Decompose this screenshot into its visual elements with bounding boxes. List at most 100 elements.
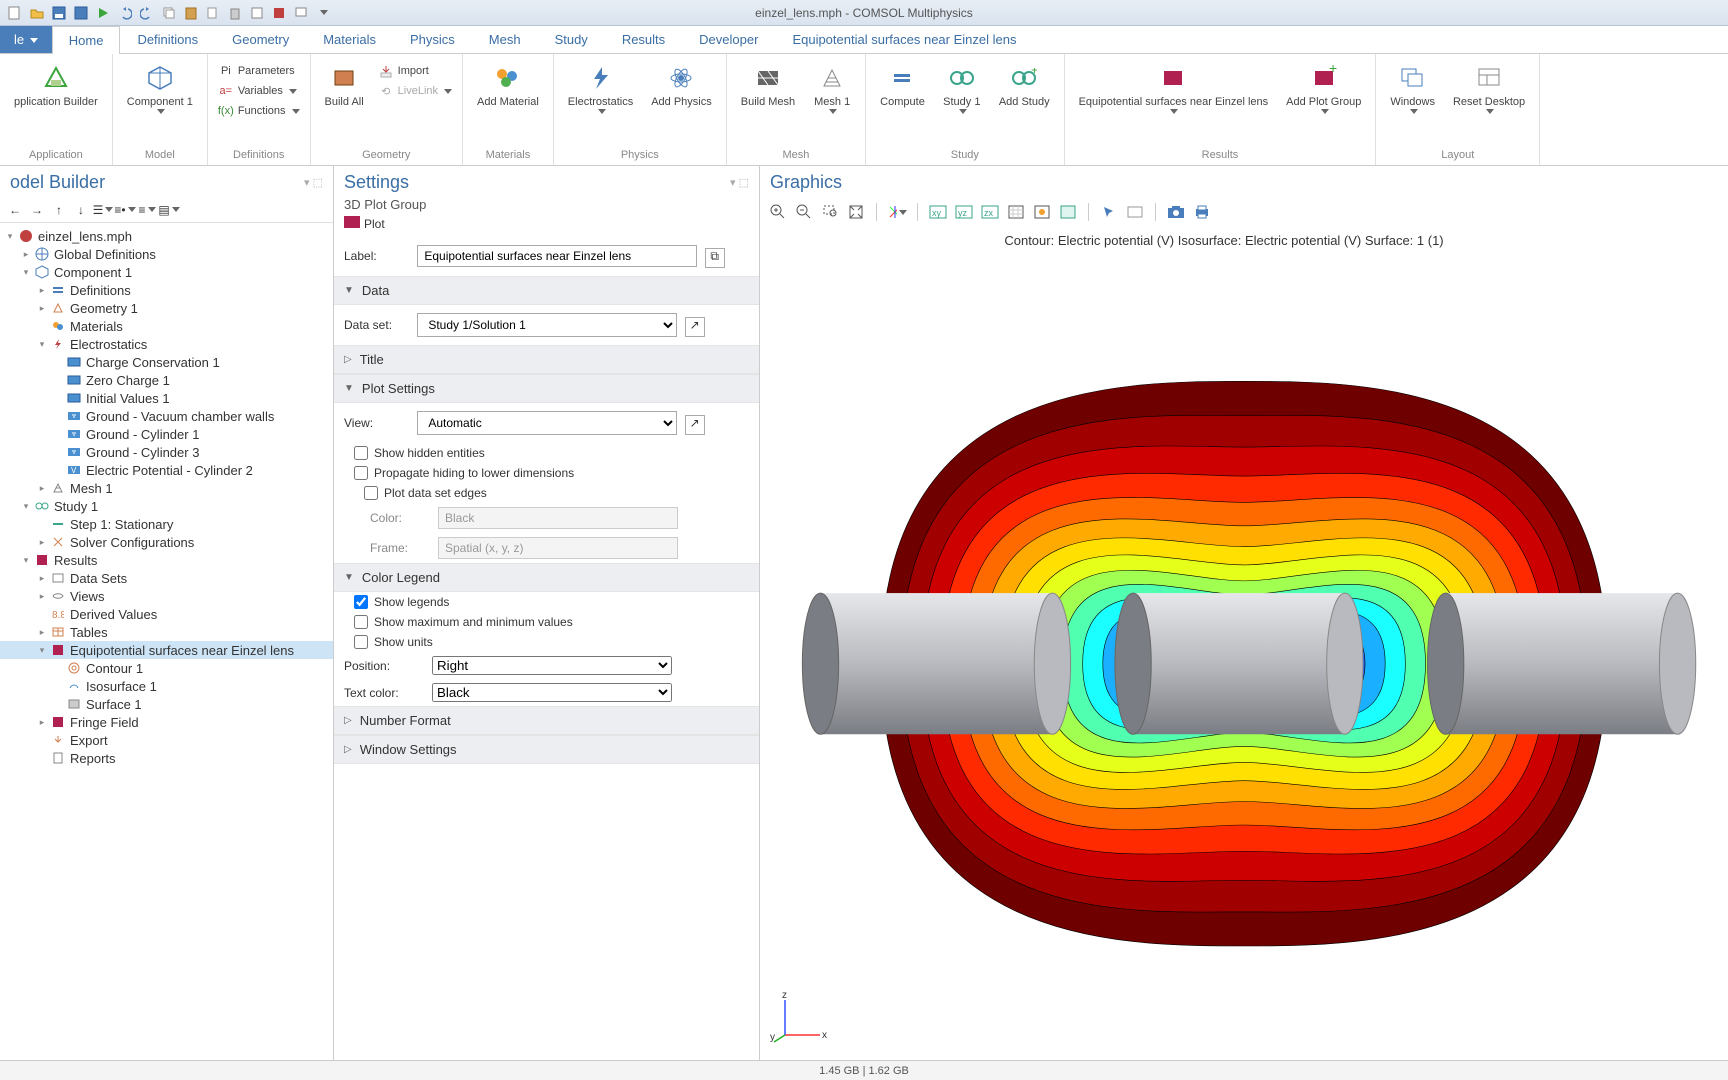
- show-maxmin-checkbox[interactable]: [354, 615, 368, 629]
- tree-node[interactable]: ▸Definitions: [0, 281, 333, 299]
- tree-up-icon[interactable]: ↑: [50, 201, 68, 219]
- qat-undo-icon[interactable]: [116, 4, 134, 22]
- tree-node[interactable]: Zero Charge 1: [0, 371, 333, 389]
- show-hidden-checkbox[interactable]: [354, 446, 368, 460]
- view-zx-icon[interactable]: zx: [980, 202, 1000, 222]
- windows-button[interactable]: Windows: [1384, 58, 1441, 118]
- tree-node[interactable]: Initial Values 1: [0, 389, 333, 407]
- build-all-button[interactable]: Build All: [319, 58, 370, 113]
- tab-study[interactable]: Study: [538, 25, 605, 53]
- component-button[interactable]: Component 1: [121, 58, 199, 118]
- add-study-button[interactable]: +Add Study: [993, 58, 1056, 113]
- tree-node[interactable]: ▸Fringe Field: [0, 713, 333, 731]
- tree-filter-icon[interactable]: ▤: [160, 201, 178, 219]
- zoom-out-icon[interactable]: [794, 202, 814, 222]
- plot-button[interactable]: Plot: [344, 216, 385, 231]
- dataset-goto-icon[interactable]: ↗: [685, 317, 705, 337]
- qat-open-icon[interactable]: [28, 4, 46, 22]
- variables-button[interactable]: a=Variables: [216, 82, 302, 100]
- tree-node[interactable]: ▸Geometry 1: [0, 299, 333, 317]
- label-link-icon[interactable]: ⧉: [705, 248, 725, 268]
- tab-materials[interactable]: Materials: [306, 25, 393, 53]
- tree-node[interactable]: Isosurface 1: [0, 677, 333, 695]
- graphics-canvas[interactable]: Contour: Electric potential (V) Isosurfa…: [760, 227, 1728, 1060]
- tree-node[interactable]: ▾einzel_lens.mph: [0, 227, 333, 245]
- tree-node[interactable]: 8.85Derived Values: [0, 605, 333, 623]
- tree-node[interactable]: ▾Equipotential surfaces near Einzel lens: [0, 641, 333, 659]
- tree-node[interactable]: Reports: [0, 749, 333, 767]
- tree-node[interactable]: ▾Component 1: [0, 263, 333, 281]
- tree-node[interactable]: ▾Study 1: [0, 497, 333, 515]
- qat-screenshot-icon[interactable]: [292, 4, 310, 22]
- tree-node[interactable]: ▾Results: [0, 551, 333, 569]
- qat-save-icon[interactable]: [50, 4, 68, 22]
- tab-results[interactable]: Results: [605, 25, 682, 53]
- qat-stop-icon[interactable]: [270, 4, 288, 22]
- plot-group-button[interactable]: Equipotential surfaces near Einzel lens: [1073, 58, 1275, 118]
- qat-redo-icon[interactable]: [138, 4, 156, 22]
- view-goto-icon[interactable]: ↗: [685, 415, 705, 435]
- tree-node[interactable]: ▸Tables: [0, 623, 333, 641]
- build-mesh-button[interactable]: Build Mesh: [735, 58, 801, 113]
- tree-node[interactable]: Export: [0, 731, 333, 749]
- tree-node[interactable]: Contour 1: [0, 659, 333, 677]
- file-menu[interactable]: le: [0, 26, 52, 53]
- select-mode-icon[interactable]: [1125, 202, 1145, 222]
- propagate-checkbox[interactable]: [354, 466, 368, 480]
- view-wireframe-icon[interactable]: [1058, 202, 1078, 222]
- tab-geometry[interactable]: Geometry: [215, 25, 306, 53]
- label-input[interactable]: [417, 245, 697, 267]
- legend-position-select[interactable]: Right: [432, 656, 672, 675]
- tree-node[interactable]: Step 1: Stationary: [0, 515, 333, 533]
- print-icon[interactable]: [1192, 202, 1212, 222]
- add-material-button[interactable]: Add Material: [471, 58, 545, 113]
- electrostatics-button[interactable]: Electrostatics: [562, 58, 639, 118]
- show-legends-checkbox[interactable]: [354, 595, 368, 609]
- qat-run-icon[interactable]: [94, 4, 112, 22]
- view-default-icon[interactable]: [1006, 202, 1026, 222]
- qat-properties-icon[interactable]: [248, 4, 266, 22]
- qat-duplicate-icon[interactable]: [204, 4, 222, 22]
- view-select[interactable]: Automatic: [417, 411, 677, 435]
- tab-contextual[interactable]: Equipotential surfaces near Einzel lens: [775, 25, 1033, 53]
- zoom-in-icon[interactable]: [768, 202, 788, 222]
- qat-new-icon[interactable]: [6, 4, 24, 22]
- study1-button[interactable]: Study 1: [937, 58, 987, 118]
- section-plot-settings[interactable]: ▼Plot Settings: [334, 374, 759, 403]
- qat-delete-icon[interactable]: [226, 4, 244, 22]
- tree-node[interactable]: ▸Mesh 1: [0, 479, 333, 497]
- section-color-legend[interactable]: ▼Color Legend: [334, 563, 759, 592]
- functions-button[interactable]: f(x)Functions: [216, 102, 302, 120]
- reset-desktop-button[interactable]: Reset Desktop: [1447, 58, 1531, 118]
- tree-node[interactable]: ▾Electrostatics: [0, 335, 333, 353]
- tab-mesh[interactable]: Mesh: [472, 25, 538, 53]
- tree-node[interactable]: Ground - Vacuum chamber walls: [0, 407, 333, 425]
- transparency-icon[interactable]: [887, 202, 907, 222]
- parameters-button[interactable]: PiParameters: [216, 62, 302, 80]
- tree-nav-back-icon[interactable]: ←: [6, 201, 24, 219]
- tab-physics[interactable]: Physics: [393, 25, 472, 53]
- section-data[interactable]: ▼Data: [334, 276, 759, 305]
- zoom-extents-icon[interactable]: [846, 202, 866, 222]
- tree-node[interactable]: ▸Global Definitions: [0, 245, 333, 263]
- view-yz-icon[interactable]: yz: [954, 202, 974, 222]
- tab-definitions[interactable]: Definitions: [120, 25, 215, 53]
- qat-saveas-icon[interactable]: [72, 4, 90, 22]
- tab-home[interactable]: Home: [52, 26, 121, 54]
- add-physics-button[interactable]: Add Physics: [645, 58, 718, 113]
- plot-edges-checkbox[interactable]: [364, 486, 378, 500]
- tree-node[interactable]: Materials: [0, 317, 333, 335]
- view-xy-icon[interactable]: xy: [928, 202, 948, 222]
- tree-node[interactable]: ▸Views: [0, 587, 333, 605]
- mesh1-button[interactable]: Mesh 1: [807, 58, 857, 118]
- dataset-select[interactable]: Study 1/Solution 1: [417, 313, 677, 337]
- section-window-settings[interactable]: ▷Window Settings: [334, 735, 759, 764]
- tree-nav-fwd-icon[interactable]: →: [28, 201, 46, 219]
- tree-collapse-icon[interactable]: ≡•: [116, 201, 134, 219]
- import-button[interactable]: Import: [376, 62, 454, 80]
- tree-node[interactable]: Charge Conservation 1: [0, 353, 333, 371]
- tree-node[interactable]: VElectric Potential - Cylinder 2: [0, 461, 333, 479]
- section-title[interactable]: ▷Title: [334, 345, 759, 374]
- tree-node[interactable]: ▸Solver Configurations: [0, 533, 333, 551]
- image-snapshot-icon[interactable]: [1166, 202, 1186, 222]
